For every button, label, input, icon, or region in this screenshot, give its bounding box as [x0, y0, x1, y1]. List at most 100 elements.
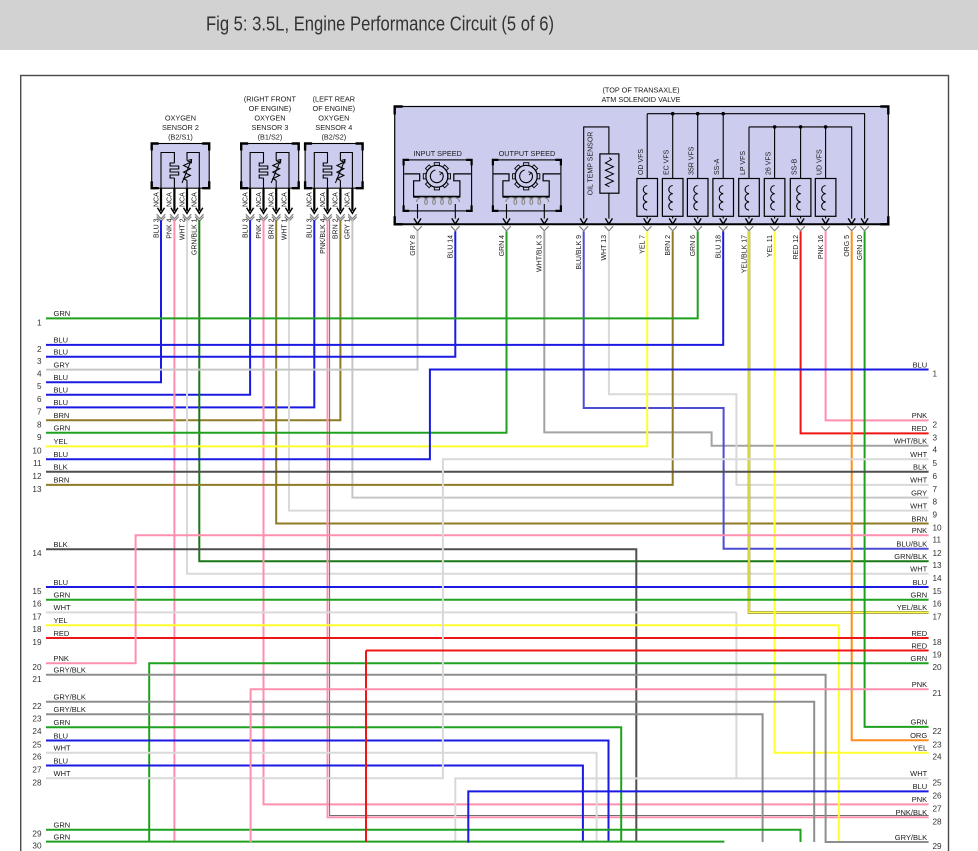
svg-text:24: 24 — [32, 727, 42, 736]
svg-text:BRN: BRN — [54, 476, 70, 485]
svg-text:2: 2 — [933, 420, 938, 429]
svg-text:BLU 18: BLU 18 — [716, 235, 723, 258]
svg-text:BLU/BLK 9: BLU/BLK 9 — [576, 235, 583, 270]
svg-text:ORG 5: ORG 5 — [844, 235, 851, 257]
svg-text:WHT: WHT — [54, 769, 71, 778]
svg-text:14: 14 — [32, 549, 42, 558]
svg-text:5: 5 — [37, 382, 42, 391]
svg-text:6: 6 — [37, 395, 42, 404]
svg-text:GRN: GRN — [54, 424, 71, 433]
svg-text:BLK: BLK — [54, 540, 68, 549]
svg-text:BLU 14: BLU 14 — [448, 235, 455, 258]
svg-text:PNK/BLK 4: PNK/BLK 4 — [320, 218, 327, 254]
svg-text:WHT 2: WHT 2 — [179, 218, 186, 240]
svg-text:NCA: NCA — [179, 192, 186, 207]
svg-text:(LEFT REAR: (LEFT REAR — [313, 95, 355, 104]
svg-text:RED: RED — [911, 641, 927, 650]
svg-text:Fig 5: 3.5L, Engine Performanc: Fig 5: 3.5L, Engine Performance Circuit … — [206, 14, 554, 36]
svg-text:(RIGHT FRONT: (RIGHT FRONT — [244, 95, 297, 104]
svg-text:NCA: NCA — [307, 192, 314, 207]
svg-text:19: 19 — [933, 651, 943, 660]
svg-text:OUTPUT SPEED: OUTPUT SPEED — [499, 149, 556, 158]
svg-text:WHT: WHT — [910, 476, 927, 485]
svg-text:YEL: YEL — [54, 616, 68, 625]
svg-text:6: 6 — [933, 472, 938, 481]
svg-text:23: 23 — [32, 714, 42, 723]
svg-text:RED: RED — [911, 424, 927, 433]
svg-text:GRY/BLK: GRY/BLK — [54, 705, 86, 714]
svg-text:1: 1 — [933, 370, 938, 379]
svg-text:INPUT SPEED: INPUT SPEED — [413, 149, 462, 158]
svg-text:16: 16 — [933, 600, 943, 609]
svg-text:GRY 8: GRY 8 — [410, 235, 417, 256]
svg-text:SENSOR 4: SENSOR 4 — [315, 123, 352, 132]
svg-text:28: 28 — [933, 817, 943, 826]
svg-text:GRN: GRN — [911, 654, 928, 663]
svg-text:PNK: PNK — [912, 526, 927, 535]
svg-text:GRY: GRY — [911, 488, 927, 497]
svg-text:4: 4 — [37, 370, 42, 379]
svg-text:RED: RED — [911, 629, 927, 638]
svg-text:29: 29 — [32, 830, 42, 839]
svg-text:OIL TEMP SENSOR: OIL TEMP SENSOR — [588, 132, 595, 196]
svg-text:GRN 4: GRN 4 — [499, 235, 506, 257]
svg-text:29: 29 — [933, 842, 943, 851]
svg-text:PNK/BLK: PNK/BLK — [896, 808, 928, 817]
svg-text:RED: RED — [54, 629, 70, 638]
svg-text:NCA: NCA — [281, 192, 288, 207]
svg-text:27: 27 — [933, 804, 943, 813]
svg-text:BLK: BLK — [54, 463, 68, 472]
svg-text:1: 1 — [37, 318, 42, 327]
svg-text:RED 12: RED 12 — [793, 235, 800, 260]
svg-text:10: 10 — [933, 524, 943, 533]
svg-text:BLU 3: BLU 3 — [242, 218, 249, 238]
svg-text:SS-B: SS-B — [792, 158, 799, 175]
svg-text:7: 7 — [933, 485, 938, 494]
svg-text:ATM SOLENOID VALVE: ATM SOLENOID VALVE — [601, 95, 680, 104]
svg-text:OF ENGINE): OF ENGINE) — [313, 104, 356, 113]
svg-text:BRN 2: BRN 2 — [269, 218, 276, 239]
svg-text:11: 11 — [33, 459, 42, 468]
svg-text:GRN 6: GRN 6 — [690, 235, 697, 257]
svg-text:BRN 2: BRN 2 — [333, 218, 340, 239]
svg-text:WHT: WHT — [910, 501, 927, 510]
svg-text:WHT: WHT — [910, 565, 927, 574]
svg-text:24: 24 — [933, 753, 943, 762]
svg-text:SENSOR 2: SENSOR 2 — [162, 123, 199, 132]
svg-text:PNK: PNK — [912, 680, 927, 689]
svg-text:2: 2 — [37, 345, 42, 354]
svg-text:9: 9 — [933, 511, 938, 520]
svg-text:GRY: GRY — [54, 360, 70, 369]
svg-text:NCA: NCA — [320, 192, 327, 207]
svg-text:BLU: BLU — [54, 756, 69, 765]
svg-text:YEL/BLK: YEL/BLK — [897, 603, 927, 612]
svg-text:OXYGEN: OXYGEN — [318, 114, 349, 123]
svg-text:GRY/BLK: GRY/BLK — [895, 833, 927, 842]
svg-text:BLU: BLU — [54, 731, 69, 740]
svg-text:NCA: NCA — [242, 192, 249, 207]
svg-text:BLU: BLU — [54, 398, 69, 407]
svg-text:WHT 1: WHT 1 — [281, 218, 288, 240]
svg-text:NCA: NCA — [256, 192, 263, 207]
svg-text:22: 22 — [32, 702, 42, 711]
svg-text:13: 13 — [933, 561, 943, 570]
svg-text:3: 3 — [933, 433, 938, 442]
svg-text:NCA: NCA — [345, 192, 352, 207]
svg-text:YEL 7: YEL 7 — [640, 235, 647, 254]
svg-text:14: 14 — [933, 574, 943, 583]
svg-text:10: 10 — [32, 446, 42, 455]
svg-text:(B1/S2): (B1/S2) — [258, 133, 283, 142]
svg-text:PNK: PNK — [912, 411, 927, 420]
svg-text:BLU: BLU — [54, 578, 69, 587]
svg-text:PNK: PNK — [912, 795, 927, 804]
svg-text:WHT/BLK: WHT/BLK — [894, 437, 927, 446]
svg-text:GRN: GRN — [54, 718, 71, 727]
svg-text:7: 7 — [37, 407, 42, 416]
svg-text:BLU 3: BLU 3 — [307, 218, 314, 238]
svg-text:18: 18 — [32, 625, 42, 634]
svg-text:YEL: YEL — [913, 744, 927, 753]
svg-text:21: 21 — [32, 675, 42, 684]
svg-text:WHT: WHT — [54, 744, 71, 753]
svg-text:27: 27 — [32, 766, 42, 775]
svg-text:SS-A: SS-A — [714, 158, 721, 175]
